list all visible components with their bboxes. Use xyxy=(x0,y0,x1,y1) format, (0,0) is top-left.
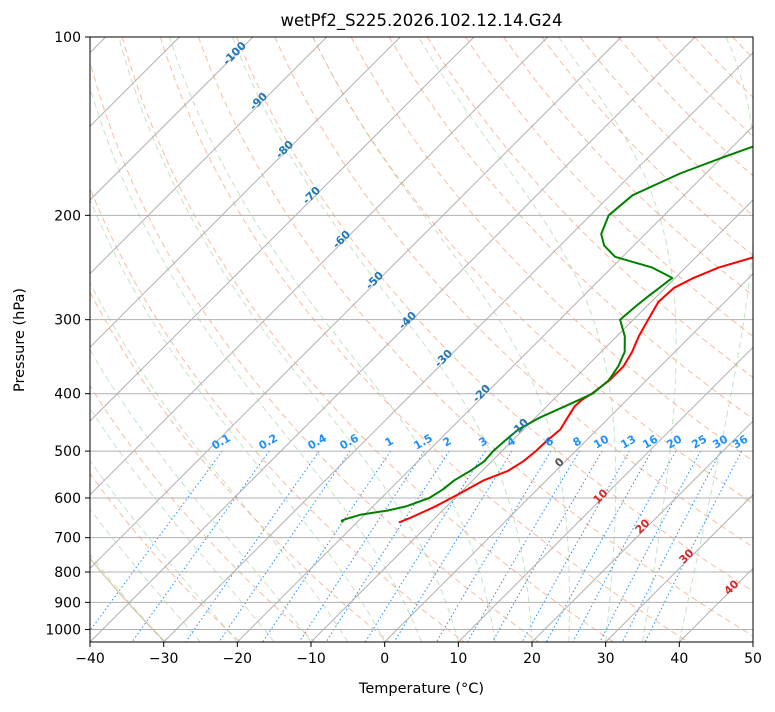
y-tick-label: 1000 xyxy=(45,622,81,638)
x-tick-label: 30 xyxy=(597,651,615,667)
y-tick-label: 800 xyxy=(54,565,81,581)
x-tick-label: 10 xyxy=(449,651,467,667)
x-tick-label: 0 xyxy=(380,651,389,667)
y-tick-label: 900 xyxy=(54,595,81,611)
x-tick-label: 50 xyxy=(744,651,762,667)
y-tick-label: 300 xyxy=(54,313,81,329)
y-tick-label: 200 xyxy=(54,208,81,224)
x-axis-title: Temperature (°C) xyxy=(358,681,484,697)
x-tick-label: −30 xyxy=(149,651,179,667)
y-tick-label: 700 xyxy=(54,531,81,547)
x-axis: −40 −30 −20 −10 0 10 20 30 40 50 xyxy=(75,642,762,667)
x-tick-label: 20 xyxy=(523,651,541,667)
dry-adiabat-line xyxy=(771,37,775,642)
isotherm-line xyxy=(753,37,775,642)
x-tick-label: −10 xyxy=(296,651,326,667)
x-tick-label: −20 xyxy=(223,651,253,667)
y-axis: 1000 900 800 700 600 500 400 300 200 100 xyxy=(45,30,90,638)
plot-background xyxy=(90,37,753,642)
x-tick-label: −40 xyxy=(75,651,105,667)
x-tick-label: 40 xyxy=(670,651,688,667)
y-axis-title: Pressure (hPa) xyxy=(12,288,28,392)
chart-title: wetPf2_S225.2026.102.12.14.G24 xyxy=(280,11,562,31)
y-tick-label: 600 xyxy=(54,491,81,507)
y-tick-label: 400 xyxy=(54,387,81,403)
y-tick-label: 100 xyxy=(54,30,81,46)
y-tick-label: 500 xyxy=(54,444,81,460)
